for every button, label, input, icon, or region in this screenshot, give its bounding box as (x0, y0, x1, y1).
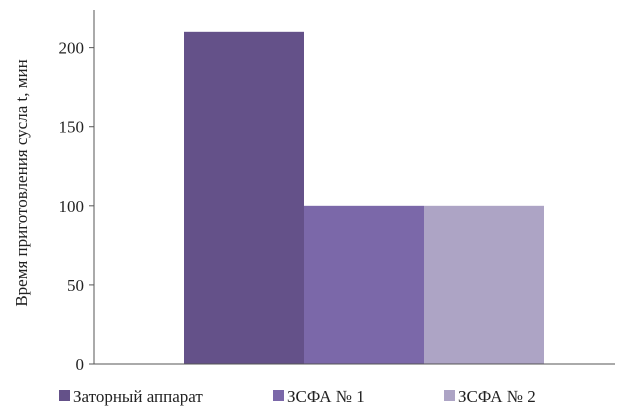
bar (184, 31, 304, 365)
y-axis-title: Время приготовления сусла t, мин (12, 59, 31, 306)
y-tick-label: 150 (59, 118, 85, 137)
bar (304, 205, 424, 364)
y-tick-label: 100 (59, 197, 85, 216)
y-tick-label: 50 (67, 276, 84, 295)
legend-label: Заторный аппарат (73, 387, 203, 406)
legend-swatch (444, 390, 455, 401)
y-tick-label: 0 (76, 355, 85, 374)
bars (184, 31, 544, 365)
legend: Заторный аппарат ЗСФА № 1 ЗСФА № 2 (59, 387, 536, 406)
bar (424, 205, 544, 364)
legend-label: ЗСФА № 2 (458, 387, 536, 406)
legend-swatch (59, 390, 70, 401)
legend-label: ЗСФА № 1 (287, 387, 365, 406)
y-tick-label: 200 (59, 39, 85, 58)
legend-swatch (273, 390, 284, 401)
y-axis-ticks: 0 50 100 150 200 (59, 39, 94, 374)
y-axis-title-group: Время приготовления сусла t, мин (12, 59, 31, 306)
